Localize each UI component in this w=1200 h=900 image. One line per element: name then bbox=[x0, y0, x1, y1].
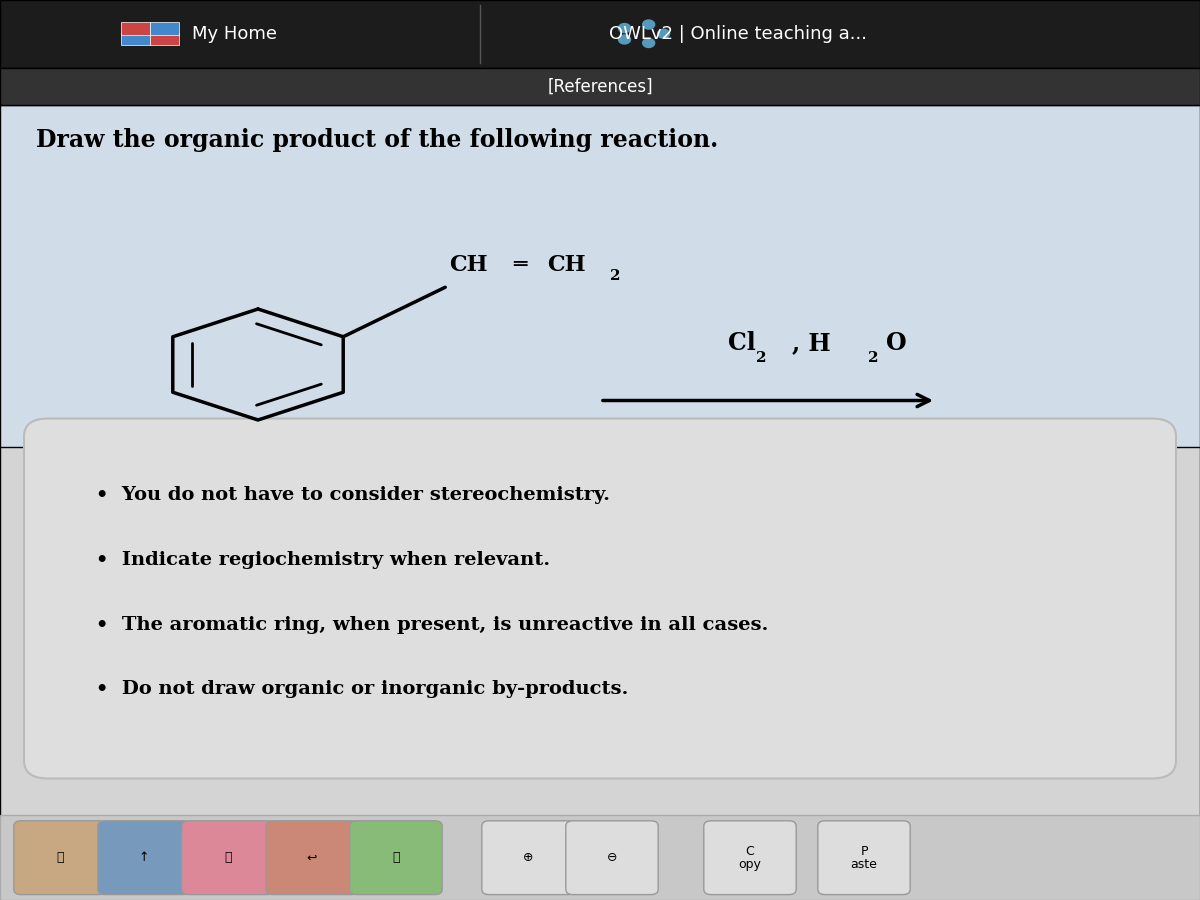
FancyBboxPatch shape bbox=[150, 32, 179, 46]
Circle shape bbox=[618, 35, 630, 44]
FancyBboxPatch shape bbox=[350, 821, 442, 895]
Text: CH: CH bbox=[547, 255, 586, 276]
Text: 2: 2 bbox=[868, 350, 878, 365]
FancyBboxPatch shape bbox=[0, 105, 1200, 447]
FancyBboxPatch shape bbox=[24, 418, 1176, 778]
Text: •  Do not draw organic or inorganic by-products.: • Do not draw organic or inorganic by-pr… bbox=[96, 680, 629, 698]
FancyBboxPatch shape bbox=[566, 821, 658, 895]
Text: Cl: Cl bbox=[728, 331, 756, 356]
FancyBboxPatch shape bbox=[121, 32, 150, 46]
Text: OWLv2 | Online teaching a...: OWLv2 | Online teaching a... bbox=[610, 24, 866, 42]
FancyBboxPatch shape bbox=[97, 821, 190, 895]
FancyBboxPatch shape bbox=[150, 22, 179, 34]
Text: My Home: My Home bbox=[192, 24, 276, 42]
Text: ═: ═ bbox=[514, 255, 527, 276]
Circle shape bbox=[658, 29, 670, 38]
Circle shape bbox=[643, 20, 655, 29]
Text: ⊖: ⊖ bbox=[607, 851, 617, 864]
Text: •  You do not have to consider stereochemistry.: • You do not have to consider stereochem… bbox=[96, 486, 610, 504]
Text: •  Indicate regiochemistry when relevant.: • Indicate regiochemistry when relevant. bbox=[96, 551, 550, 569]
Text: ↑: ↑ bbox=[139, 851, 149, 864]
Text: 2: 2 bbox=[610, 269, 620, 283]
FancyBboxPatch shape bbox=[0, 814, 1200, 900]
Text: [References]: [References] bbox=[547, 77, 653, 95]
FancyBboxPatch shape bbox=[0, 0, 1200, 68]
FancyBboxPatch shape bbox=[121, 22, 150, 34]
Text: , H: , H bbox=[792, 331, 830, 356]
FancyBboxPatch shape bbox=[14, 821, 106, 895]
Text: CH: CH bbox=[449, 255, 487, 276]
FancyBboxPatch shape bbox=[266, 821, 358, 895]
Text: O: O bbox=[886, 331, 906, 356]
Text: 2: 2 bbox=[756, 350, 767, 365]
FancyBboxPatch shape bbox=[704, 821, 797, 895]
Circle shape bbox=[643, 39, 655, 48]
FancyBboxPatch shape bbox=[0, 105, 1200, 900]
Text: 🌿: 🌿 bbox=[392, 851, 400, 864]
Text: P
aste: P aste bbox=[851, 845, 877, 870]
FancyBboxPatch shape bbox=[818, 821, 910, 895]
FancyBboxPatch shape bbox=[0, 68, 1200, 105]
FancyBboxPatch shape bbox=[182, 821, 274, 895]
Text: ✋: ✋ bbox=[56, 851, 64, 864]
Text: 🗑: 🗑 bbox=[224, 851, 232, 864]
Text: C
opy: C opy bbox=[738, 845, 762, 870]
Text: ↩: ↩ bbox=[307, 851, 317, 864]
Text: ⊕: ⊕ bbox=[523, 851, 533, 864]
Circle shape bbox=[618, 23, 630, 32]
FancyBboxPatch shape bbox=[481, 821, 574, 895]
Text: •  The aromatic ring, when present, is unreactive in all cases.: • The aromatic ring, when present, is un… bbox=[96, 616, 768, 634]
Text: Draw the organic product of the following reaction.: Draw the organic product of the followin… bbox=[36, 128, 719, 152]
